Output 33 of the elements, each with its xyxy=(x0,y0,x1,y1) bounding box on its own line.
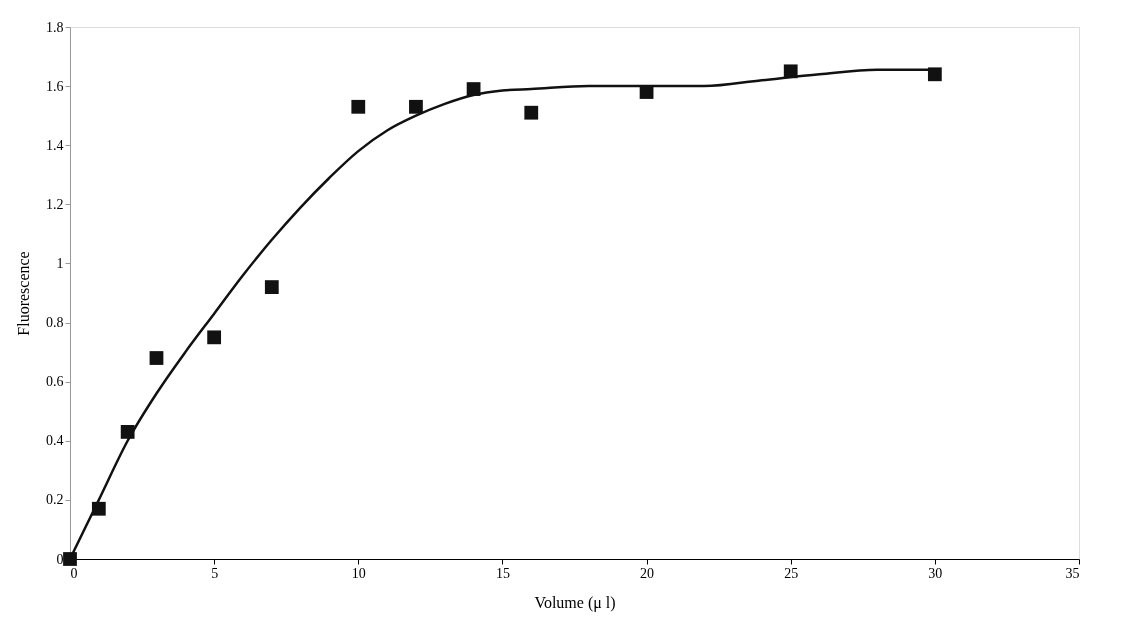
point xyxy=(207,330,222,345)
x-axis-title: Volume (μ l) xyxy=(534,593,616,612)
point xyxy=(149,351,164,365)
y-tick-label: 0.4 xyxy=(46,433,64,449)
point xyxy=(264,280,279,294)
point xyxy=(524,105,539,120)
y-tick-label: 0 xyxy=(56,551,64,567)
x-tick-label: 20 xyxy=(640,565,655,581)
y-tick-label: 0.2 xyxy=(46,492,64,508)
point xyxy=(639,85,654,99)
y-tick-label: 1.6 xyxy=(46,78,64,94)
y-axis-title: Fluorescence xyxy=(15,251,32,336)
point xyxy=(409,99,423,114)
x-tick-label: 25 xyxy=(784,565,799,581)
y-tick-label: 1.8 xyxy=(46,19,64,35)
point xyxy=(783,64,798,79)
point xyxy=(351,99,366,114)
y-tick-label: 1.4 xyxy=(46,137,64,153)
y-tick-label: 0.8 xyxy=(46,315,64,331)
x-tick-label: 0 xyxy=(70,565,78,581)
y-tick-label: 1 xyxy=(56,255,64,271)
point xyxy=(91,501,106,516)
point xyxy=(927,67,942,82)
point xyxy=(120,425,135,439)
y-tick-label: 1.2 xyxy=(46,196,64,212)
point xyxy=(63,552,77,566)
x-tick-label: 30 xyxy=(928,565,943,581)
x-tick-label: 5 xyxy=(211,565,219,581)
x-tick-label: 15 xyxy=(495,565,510,581)
y-tick-label: 0.6 xyxy=(46,374,64,390)
x-tick-label: 35 xyxy=(1065,565,1080,581)
point xyxy=(466,82,481,96)
x-tick-label: 10 xyxy=(351,565,366,581)
